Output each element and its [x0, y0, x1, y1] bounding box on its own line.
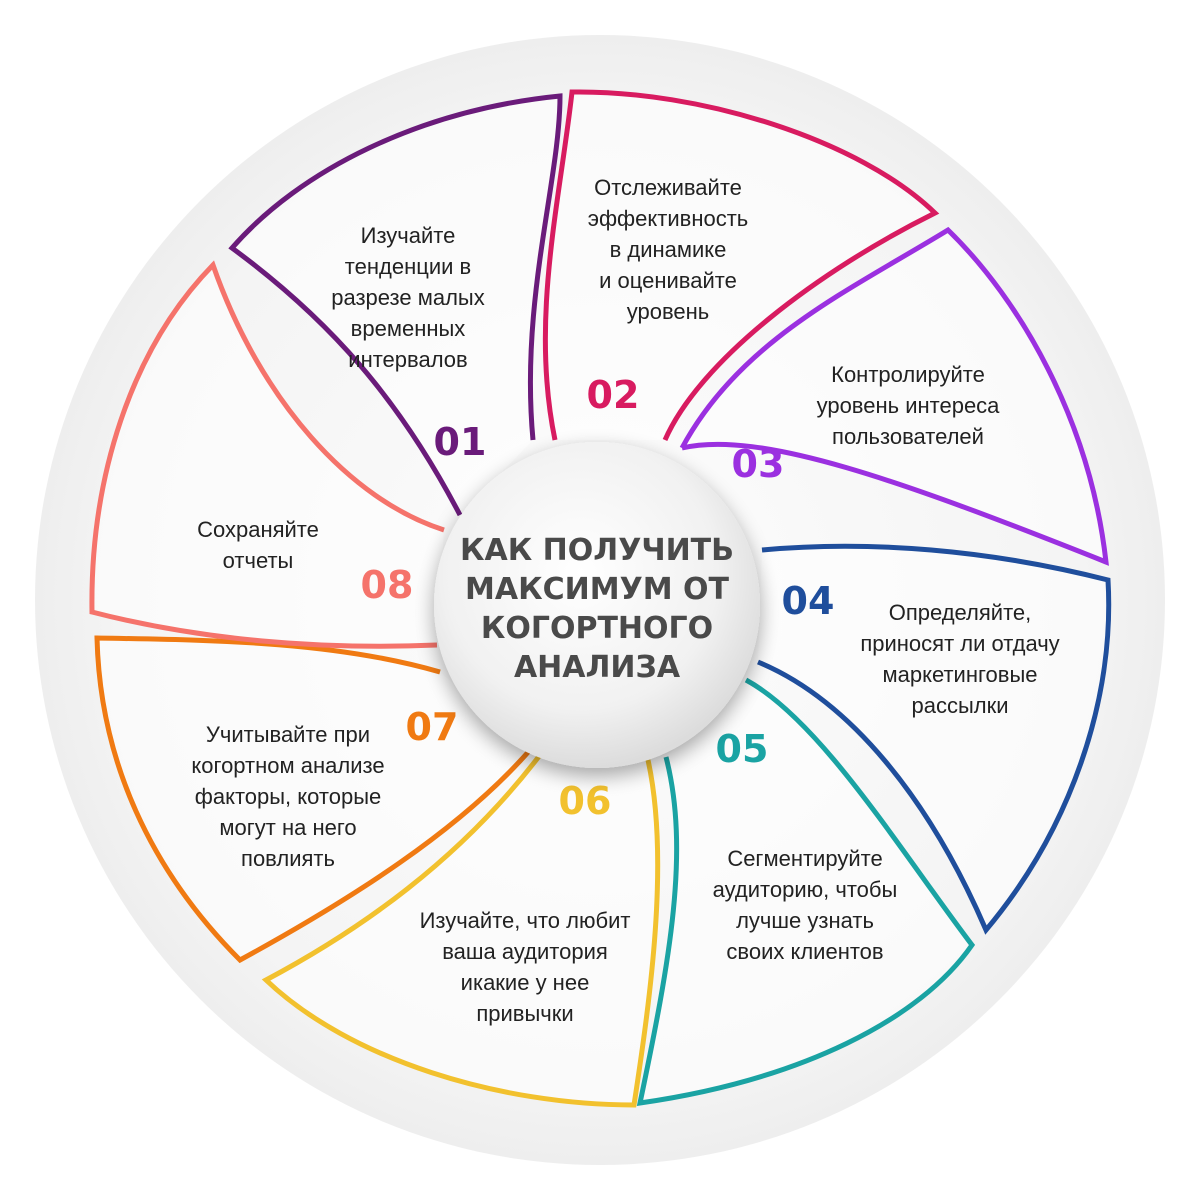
segment-outline	[89, 260, 445, 649]
item-description-line: разрезе малых	[331, 285, 485, 310]
item-description-line: Сохраняйте	[197, 517, 319, 542]
item-description-line: Сегментируйте	[727, 846, 882, 871]
center-title-line: АНАЛИЗА	[514, 650, 681, 685]
item-description-line: и оценивайте	[599, 268, 737, 293]
center-title-line: КОГОРТНОГО	[481, 611, 713, 646]
item-number: 04	[782, 579, 835, 623]
item-number: 06	[559, 779, 612, 823]
item-description-line: аудиторию, чтобы	[713, 877, 898, 902]
item-description-line: пользователей	[832, 424, 984, 449]
segment-outline	[757, 543, 1112, 935]
segment-outline	[636, 677, 976, 1106]
item-number: 05	[716, 727, 769, 771]
item-number: 03	[732, 442, 785, 486]
item-description-line: маркетинговые	[883, 662, 1038, 687]
item-description-line: уровень интереса	[817, 393, 1001, 418]
item-description-line: тенденции в	[345, 254, 471, 279]
item-description-line: икакие у нее	[461, 970, 590, 995]
item-description-line: Отслеживайте	[594, 175, 742, 200]
item-description-line: уровень	[627, 299, 710, 324]
item-description-line: повлиять	[241, 846, 335, 871]
segments-layer	[89, 89, 1112, 1108]
item-number: 01	[434, 420, 487, 464]
item-description-line: временных	[351, 316, 466, 341]
item-description-line: Изучайте	[361, 223, 456, 248]
item-description-line: эффективность	[588, 206, 749, 231]
item-description-line: ваша аудитория	[442, 939, 608, 964]
center-title-line: МАКСИМУМ ОТ	[465, 572, 730, 607]
center-title: КАК ПОЛУЧИТЬ МАКСИМУМ ОТ КОГОРТНОГО АНАЛ…	[460, 533, 734, 685]
segment-outline	[679, 226, 1109, 566]
segment-outline	[542, 89, 940, 442]
labels-layer: Изучайте тенденции в разрезе малых временны…	[191, 175, 1059, 1026]
item-description-line: Определяйте,	[889, 600, 1032, 625]
item-description-line: рассылки	[911, 693, 1008, 718]
item-description-line: когортном анализе	[191, 753, 384, 778]
item-description-line: Изучайте, что любит	[420, 908, 631, 933]
center-title-line: КАК ПОЛУЧИТЬ	[460, 533, 734, 568]
item-description-line: отчеты	[223, 548, 294, 573]
item-number: 02	[587, 373, 640, 417]
item-description-line: в динамике	[610, 237, 727, 262]
item-description-line: приносят ли отдачу	[860, 631, 1059, 656]
item-description-line: лучше узнать	[736, 908, 874, 933]
item-description-line: Учитывайте при	[206, 722, 370, 747]
item-description-line: могут на него	[219, 815, 356, 840]
center-disc	[434, 442, 760, 768]
item-description-line: привычки	[476, 1001, 573, 1026]
item-number: 08	[361, 563, 414, 607]
item-description-line: Контролируйте	[831, 362, 985, 387]
item-description-line: своих клиентов	[726, 939, 883, 964]
item-number: 07	[406, 705, 459, 749]
item-description-line: интервалов	[348, 347, 467, 372]
segment-outline	[228, 93, 563, 517]
item-description-line: факторы, которые	[195, 784, 382, 809]
segment-outline	[261, 753, 661, 1108]
